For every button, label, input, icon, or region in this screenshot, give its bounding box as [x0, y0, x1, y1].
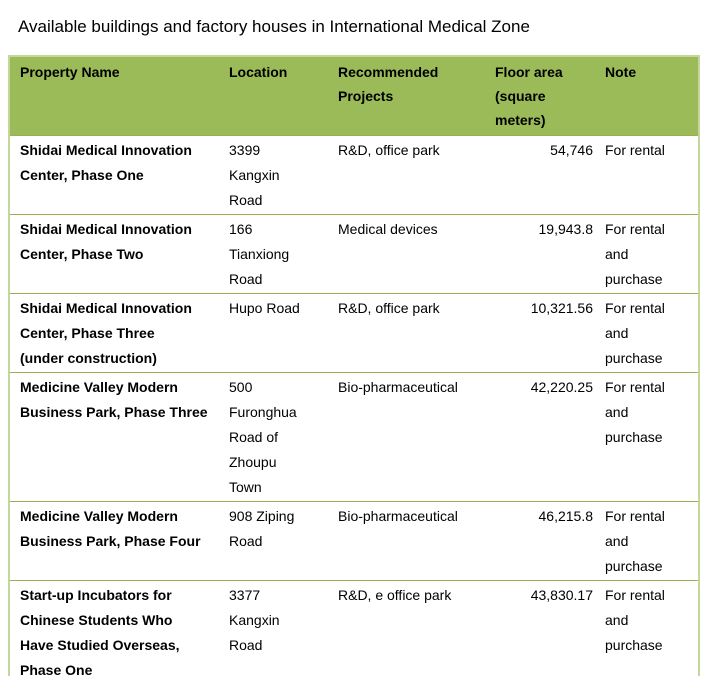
- cell-note: For rental and purchase: [599, 501, 699, 581]
- cell-floor-area: 42,220.25: [489, 372, 599, 502]
- cell-note: For rental and purchase: [599, 214, 699, 294]
- cell-floor-area: 10,321.56: [489, 293, 599, 373]
- cell-recommended-projects: Medical devices: [332, 214, 489, 294]
- table-header-row: Property Name Location Recommended Proje…: [9, 56, 699, 136]
- table-row: Shidai Medical Innovation Center, Phase …: [9, 135, 699, 215]
- cell-location: 908 Ziping Road: [223, 501, 332, 581]
- properties-table: Property Name Location Recommended Proje…: [8, 55, 700, 676]
- cell-floor-area: 43,830.17: [489, 580, 599, 676]
- cell-property-name: Medicine Valley Modern Business Park, Ph…: [9, 501, 223, 581]
- cell-note: For rental and purchase: [599, 580, 699, 676]
- cell-property-name: Shidai Medical Innovation Center, Phase …: [9, 135, 223, 215]
- column-header-note: Note: [599, 56, 699, 136]
- cell-note: For rental and purchase: [599, 372, 699, 502]
- cell-floor-area: 46,215.8: [489, 501, 599, 581]
- table-row: Start-up Incubators for Chinese Students…: [9, 580, 699, 676]
- cell-location: 3377 Kangxin Road: [223, 580, 332, 676]
- cell-property-name: Shidai Medical Innovation Center, Phase …: [9, 293, 223, 373]
- cell-property-name: Medicine Valley Modern Business Park, Ph…: [9, 372, 223, 502]
- cell-note: For rental and purchase: [599, 293, 699, 373]
- cell-floor-area: 19,943.8: [489, 214, 599, 294]
- cell-location: 166 Tianxiong Road: [223, 214, 332, 294]
- column-header-location: Location: [223, 56, 332, 136]
- cell-recommended-projects: Bio-pharmaceutical: [332, 372, 489, 502]
- cell-location: 3399 Kangxin Road: [223, 135, 332, 215]
- table-row: Medicine Valley Modern Business Park, Ph…: [9, 372, 699, 502]
- column-header-floor-area: Floor area (square meters): [489, 56, 599, 136]
- cell-location: Hupo Road: [223, 293, 332, 373]
- cell-property-name: Shidai Medical Innovation Center, Phase …: [9, 214, 223, 294]
- cell-recommended-projects: R&D, office park: [332, 135, 489, 215]
- cell-recommended-projects: Bio-pharmaceutical: [332, 501, 489, 581]
- column-header-property-name: Property Name: [9, 56, 223, 136]
- table-row: Medicine Valley Modern Business Park, Ph…: [9, 501, 699, 581]
- cell-note: For rental: [599, 135, 699, 215]
- cell-location: 500 Furonghua Road of Zhoupu Town: [223, 372, 332, 502]
- cell-recommended-projects: R&D, office park: [332, 293, 489, 373]
- table-row: Shidai Medical Innovation Center, Phase …: [9, 293, 699, 373]
- table-row: Shidai Medical Innovation Center, Phase …: [9, 214, 699, 294]
- document-title: Available buildings and factory houses i…: [18, 17, 530, 36]
- cell-recommended-projects: R&D, e office park: [332, 580, 489, 676]
- column-header-recommended-projects: Recommended Projects: [332, 56, 489, 136]
- cell-property-name: Start-up Incubators for Chinese Students…: [9, 580, 223, 676]
- cell-floor-area: 54,746: [489, 135, 599, 215]
